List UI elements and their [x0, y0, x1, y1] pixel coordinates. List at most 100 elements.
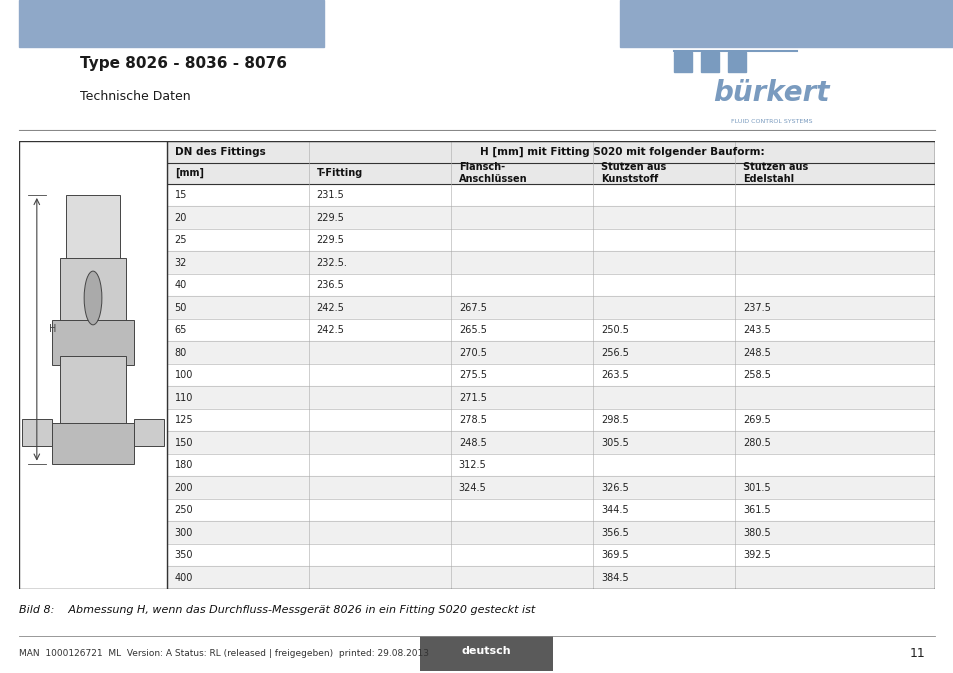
Text: 248.5: 248.5 [742, 348, 770, 357]
Bar [727, 52, 745, 71]
Text: 256.5: 256.5 [600, 348, 628, 357]
Text: 243.5: 243.5 [742, 325, 770, 335]
Text: 265.5: 265.5 [458, 325, 486, 335]
Text: 180: 180 [174, 460, 193, 470]
Bar [167, 454, 934, 476]
Text: DN des Fittings: DN des Fittings [174, 147, 265, 157]
Text: 301.5: 301.5 [742, 483, 770, 493]
Text: 100: 100 [174, 370, 193, 380]
Text: 229.5: 229.5 [316, 235, 344, 245]
Bar [167, 409, 934, 431]
Text: 80: 80 [174, 348, 187, 357]
Text: 269.5: 269.5 [742, 415, 770, 425]
Text: 324.5: 324.5 [458, 483, 486, 493]
Text: 326.5: 326.5 [600, 483, 628, 493]
Text: 361.5: 361.5 [742, 505, 770, 515]
Text: 267.5: 267.5 [458, 303, 486, 313]
Bar [167, 184, 934, 207]
Text: 392.5: 392.5 [742, 550, 770, 560]
Text: T-Fitting: T-Fitting [316, 168, 362, 178]
Bar [134, 419, 164, 446]
Text: 20: 20 [174, 213, 187, 223]
Text: 237.5: 237.5 [742, 303, 770, 313]
Text: 50: 50 [174, 303, 187, 313]
Bar [51, 320, 134, 365]
Text: Flansch-
Anschlüssen: Flansch- Anschlüssen [458, 162, 527, 184]
Text: 242.5: 242.5 [316, 325, 344, 335]
FancyBboxPatch shape [419, 636, 553, 671]
Text: 344.5: 344.5 [600, 505, 628, 515]
Text: 125: 125 [174, 415, 193, 425]
Text: 380.5: 380.5 [742, 528, 770, 538]
Text: Bild 8:    Abmessung H, wenn das Durchfluss-Messgerät 8026 in ein Fitting S020 g: Bild 8: Abmessung H, wenn das Durchfluss… [19, 605, 535, 614]
Text: Stutzen aus
Kunststoff: Stutzen aus Kunststoff [600, 162, 665, 184]
Bar [167, 229, 934, 252]
Text: 110: 110 [174, 392, 193, 402]
Bar [167, 274, 934, 296]
Text: 236.5: 236.5 [316, 280, 344, 290]
Bar [60, 356, 126, 432]
Bar [167, 522, 934, 544]
Text: Stutzen aus
Edelstahl: Stutzen aus Edelstahl [742, 162, 807, 184]
Text: deutsch: deutsch [461, 646, 511, 656]
Bar [619, 0, 953, 47]
Bar [167, 141, 934, 163]
Bar [167, 296, 934, 319]
Text: Type 8026 - 8036 - 8076: Type 8026 - 8036 - 8076 [80, 56, 287, 71]
Text: [mm]: [mm] [174, 168, 203, 178]
Bar [67, 195, 119, 267]
Text: 242.5: 242.5 [316, 303, 344, 313]
Text: 278.5: 278.5 [458, 415, 486, 425]
Text: 305.5: 305.5 [600, 437, 628, 448]
Text: MAN  1000126721  ML  Version: A Status: RL (released | freigegeben)  printed: 29: MAN 1000126721 ML Version: A Status: RL … [19, 649, 429, 658]
Bar [167, 252, 934, 274]
Text: 150: 150 [174, 437, 193, 448]
Bar [167, 364, 934, 386]
Bar [19, 0, 324, 47]
Bar [22, 419, 51, 446]
Bar [51, 423, 134, 464]
Text: 250.5: 250.5 [600, 325, 628, 335]
Bar [167, 386, 934, 409]
Bar [700, 52, 719, 71]
Text: 356.5: 356.5 [600, 528, 628, 538]
Text: 11: 11 [908, 647, 924, 660]
Text: bürkert: bürkert [713, 79, 829, 106]
Bar [167, 207, 934, 229]
Bar [167, 567, 934, 589]
Bar [167, 431, 934, 454]
Bar [167, 319, 934, 341]
Text: 25: 25 [174, 235, 187, 245]
Text: 263.5: 263.5 [600, 370, 628, 380]
Text: 300: 300 [174, 528, 193, 538]
Circle shape [84, 271, 102, 325]
Text: 298.5: 298.5 [600, 415, 628, 425]
Text: 229.5: 229.5 [316, 213, 344, 223]
Text: FLUID CONTROL SYSTEMS: FLUID CONTROL SYSTEMS [730, 119, 812, 124]
Text: 232.5.: 232.5. [316, 258, 347, 268]
Text: 258.5: 258.5 [742, 370, 770, 380]
Bar [167, 476, 934, 499]
Bar [167, 341, 934, 364]
Bar [673, 52, 691, 71]
Text: 271.5: 271.5 [458, 392, 486, 402]
Text: 350: 350 [174, 550, 193, 560]
Text: H: H [49, 324, 56, 334]
Text: 384.5: 384.5 [600, 573, 628, 583]
Bar [167, 544, 934, 567]
Bar [60, 258, 126, 329]
Text: 275.5: 275.5 [458, 370, 486, 380]
Text: 250: 250 [174, 505, 193, 515]
Text: 32: 32 [174, 258, 187, 268]
Text: 15: 15 [174, 190, 187, 200]
Text: 40: 40 [174, 280, 187, 290]
Text: 369.5: 369.5 [600, 550, 628, 560]
Text: 280.5: 280.5 [742, 437, 770, 448]
Text: 312.5: 312.5 [458, 460, 486, 470]
Bar [167, 163, 934, 184]
Text: 200: 200 [174, 483, 193, 493]
Text: H [mm] mit Fitting S020 mit folgender Bauform:: H [mm] mit Fitting S020 mit folgender Ba… [479, 147, 763, 157]
Text: 65: 65 [174, 325, 187, 335]
Text: 270.5: 270.5 [458, 348, 486, 357]
Text: 231.5: 231.5 [316, 190, 344, 200]
